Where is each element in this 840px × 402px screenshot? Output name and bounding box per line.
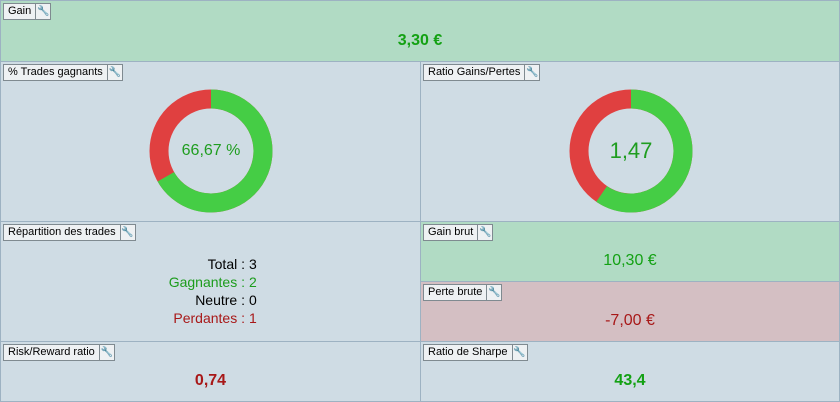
list-item: Total :3 [110, 255, 257, 273]
win-pct-header: % Trades gagnants 🔧 [3, 64, 123, 81]
list-item: Gagnantes :2 [110, 273, 257, 291]
wrench-icon[interactable]: 🔧 [98, 345, 114, 360]
perte-brute-panel: Perte brute 🔧 -7,00 € [420, 281, 840, 342]
perte-brute-title: Perte brute [428, 286, 483, 298]
repartition-title: Répartition des trades [8, 226, 116, 238]
win-pct-title: % Trades gagnants [8, 66, 103, 78]
sharpe-value: 43,4 [614, 372, 646, 389]
repartition-panel: Répartition des trades 🔧 Total :3 Gagnan… [0, 221, 421, 342]
gain-brut-header: Gain brut 🔧 [423, 224, 494, 241]
win-pct-donut [149, 89, 273, 213]
wrench-icon[interactable]: 🔧 [119, 225, 134, 240]
wrench-icon[interactable]: 🔧 [524, 65, 539, 80]
row-key: Perdantes : [173, 310, 245, 326]
donut-win-arc [569, 89, 693, 213]
list-item: Neutre :0 [110, 291, 257, 309]
gain-brut-title: Gain brut [428, 226, 474, 238]
ratio-title: Ratio Gains/Pertes [428, 66, 521, 78]
wrench-icon[interactable]: 🔧 [511, 345, 526, 360]
row-value: 2 [249, 274, 257, 290]
row-key: Total : [207, 256, 245, 272]
risk-reward-header: Risk/Reward ratio 🔧 [3, 344, 115, 361]
repartition-header: Répartition des trades 🔧 [3, 224, 136, 241]
win-pct-center: 66,67 % [181, 142, 241, 159]
risk-reward-title: Risk/Reward ratio [8, 346, 95, 358]
row-key: Neutre : [195, 292, 245, 308]
wrench-icon[interactable]: 🔧 [477, 225, 492, 240]
gain-brut-value: 10,30 € [603, 252, 657, 269]
gain-panel: Gain 🔧 3,30 € [0, 0, 840, 62]
wrench-icon[interactable]: 🔧 [106, 65, 122, 80]
sharpe-header: Ratio de Sharpe 🔧 [423, 344, 528, 361]
gain-title: Gain [8, 5, 32, 17]
gain-brut-panel: Gain brut 🔧 10,30 € [420, 221, 840, 282]
gain-header: Gain 🔧 [3, 3, 52, 20]
wrench-icon[interactable]: 🔧 [35, 4, 50, 19]
row-value: 1 [249, 310, 257, 326]
sharpe-title: Ratio de Sharpe [428, 346, 508, 358]
ratio-header: Ratio Gains/Pertes 🔧 [423, 64, 541, 81]
risk-reward-panel: Risk/Reward ratio 🔧 0,74 [0, 341, 421, 402]
row-value: 3 [249, 256, 257, 272]
row-key: Gagnantes : [168, 274, 245, 290]
donut-win-arc [149, 89, 273, 213]
list-item: Perdantes :1 [110, 309, 257, 327]
perte-brute-header: Perte brute 🔧 [423, 284, 503, 301]
ratio-center: 1,47 [609, 138, 653, 163]
row-value: 0 [249, 292, 257, 308]
sharpe-panel: Ratio de Sharpe 🔧 43,4 [420, 341, 840, 402]
ratio-donut [569, 89, 693, 213]
risk-reward-value: 0,74 [194, 372, 227, 389]
gain-value: 3,30 € [397, 32, 443, 49]
win-pct-panel: % Trades gagnants 🔧 66,67 % [0, 61, 421, 222]
ratio-panel: Ratio Gains/Pertes 🔧 1,47 [420, 61, 840, 222]
repartition-list: Total :3 Gagnantes :2 Neutre :0 Perdante… [110, 255, 257, 327]
perte-brute-value: -7,00 € [605, 312, 655, 329]
wrench-icon[interactable]: 🔧 [486, 285, 501, 300]
